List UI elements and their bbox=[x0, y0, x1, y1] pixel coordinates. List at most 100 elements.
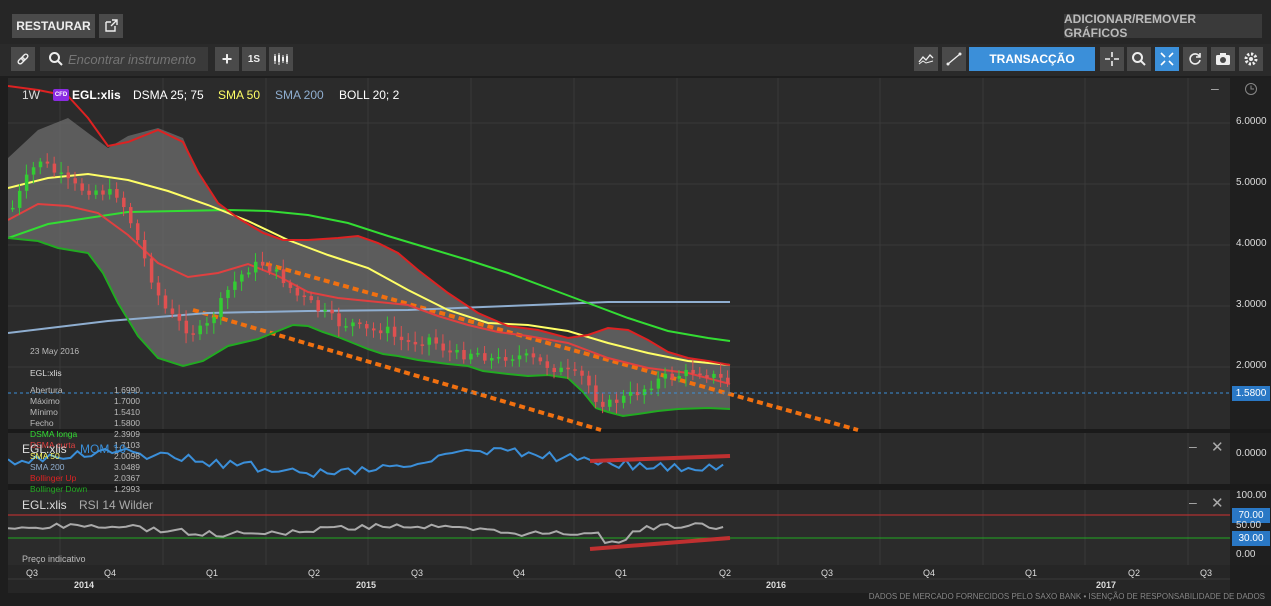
search-input[interactable] bbox=[64, 51, 204, 67]
candle-body bbox=[156, 282, 161, 296]
indicators-icon bbox=[918, 54, 934, 65]
candle-body bbox=[385, 326, 390, 334]
candle-body bbox=[531, 353, 536, 358]
candle-body bbox=[94, 190, 98, 195]
close-rsi-button[interactable]: ✕ bbox=[1211, 495, 1224, 512]
popout-button[interactable] bbox=[99, 14, 123, 38]
rsi-panel-bg bbox=[8, 490, 1230, 565]
close-mom-button[interactable]: ✕ bbox=[1211, 439, 1224, 456]
legend-row: DSMA curta 1.7103 bbox=[30, 440, 140, 451]
candle-body bbox=[31, 167, 36, 175]
rsi-instrument-label: EGL:xlis bbox=[22, 498, 67, 512]
rsi-indicator-label: RSI 14 Wilder bbox=[79, 498, 154, 512]
legend-row-value: 1.6990 bbox=[114, 385, 140, 395]
legend-row: Mínimo 1.5410 bbox=[30, 407, 140, 418]
candle-body bbox=[628, 391, 633, 396]
yaxis-label: 4.0000 bbox=[1236, 238, 1267, 249]
candle-body bbox=[260, 261, 265, 266]
xaxis-year-label: 2014 bbox=[74, 580, 95, 590]
zoom-button[interactable] bbox=[1127, 47, 1151, 71]
top-bar: RESTAURAR ADICIONAR/REMOVER GRÁFICOS bbox=[0, 0, 1271, 45]
candle-body bbox=[115, 189, 119, 198]
candles bbox=[11, 153, 730, 414]
candle-body bbox=[288, 283, 293, 288]
data-disclaimer[interactable]: DADOS DE MERCADO FORNECIDOS PELO SAXO BA… bbox=[868, 592, 1265, 601]
xaxis-quarter-label: Q1 bbox=[615, 568, 628, 578]
candle-body bbox=[705, 375, 709, 378]
candle-body bbox=[552, 367, 556, 373]
candle-body bbox=[80, 183, 84, 191]
mom-indicator-label: MOM 10 bbox=[80, 442, 127, 456]
indicator-label[interactable]: BOLL 20; 2 bbox=[339, 88, 400, 102]
xaxis-quarter-label: Q1 bbox=[1025, 568, 1038, 578]
rsi-upper-badge: 70.00 bbox=[1232, 508, 1270, 523]
rsi-line bbox=[7, 522, 724, 545]
dsma-short-line bbox=[7, 202, 731, 385]
xaxis-quarter-label: Q3 bbox=[26, 568, 39, 578]
compress-icon bbox=[1160, 52, 1174, 66]
candle-body bbox=[219, 298, 223, 318]
legend-row: SMA 200 3.0489 bbox=[30, 462, 140, 473]
timeframe-label: 1W bbox=[22, 88, 40, 102]
indicators-button[interactable] bbox=[914, 47, 938, 71]
restore-button[interactable]: RESTAURAR bbox=[12, 14, 95, 38]
legend-row-value: 1.7000 bbox=[114, 396, 140, 406]
candle-body bbox=[642, 389, 647, 396]
candle-body bbox=[726, 377, 730, 384]
candle-type-button[interactable] bbox=[269, 47, 293, 71]
search-icon bbox=[49, 52, 63, 66]
candle-body bbox=[559, 367, 563, 373]
candle-body bbox=[496, 357, 501, 359]
rsi-yaxis-label: 100.00 bbox=[1236, 490, 1267, 501]
candle-body bbox=[587, 375, 591, 386]
collapse-rsi-button[interactable]: – bbox=[1189, 494, 1197, 510]
candle-body bbox=[517, 355, 522, 360]
indicator-label[interactable]: SMA 200 bbox=[275, 88, 324, 102]
fit-chart-button[interactable] bbox=[1155, 47, 1179, 71]
xaxis-quarter-label: Q2 bbox=[719, 568, 732, 578]
candle-body bbox=[247, 272, 251, 275]
trendline-icon bbox=[946, 52, 962, 66]
candle-body bbox=[691, 369, 695, 374]
chart-area[interactable]: 1W CFD EGL:xlis DSMA 25; 75 SMA 50 SMA 200… bbox=[7, 78, 1271, 601]
crosshair-button[interactable] bbox=[1100, 47, 1124, 71]
refresh-button[interactable] bbox=[1183, 47, 1207, 71]
legend-row: Bollinger Up 2.0367 bbox=[30, 473, 140, 484]
candle-body bbox=[302, 295, 307, 298]
legend-row-value: 1.5800 bbox=[114, 418, 140, 428]
sma50-line bbox=[7, 172, 731, 366]
indicator-label[interactable]: DSMA 25; 75 bbox=[133, 88, 204, 102]
candle-body bbox=[538, 357, 543, 362]
period-button[interactable]: 1S bbox=[242, 47, 266, 71]
collapse-main-button[interactable]: – bbox=[1211, 80, 1219, 96]
link-button[interactable] bbox=[11, 47, 35, 71]
candle-body bbox=[11, 207, 15, 210]
candle-body bbox=[344, 326, 348, 328]
collapse-mom-button[interactable]: – bbox=[1189, 438, 1197, 454]
dsma-long-line bbox=[7, 208, 731, 342]
candle-body bbox=[413, 341, 418, 345]
main-yaxis-bg bbox=[1230, 78, 1271, 429]
candle-body bbox=[483, 353, 487, 361]
legend-row: Máximo 1.7000 bbox=[30, 396, 140, 407]
candle-body bbox=[469, 353, 473, 360]
indicator-label[interactable]: SMA 50 bbox=[218, 88, 261, 102]
settings-button[interactable] bbox=[1239, 47, 1263, 71]
chart-canvas[interactable] bbox=[7, 78, 1271, 601]
mom-instrument-label: EGL:xlis bbox=[22, 442, 67, 456]
legend-row-label: Fecho bbox=[30, 418, 54, 428]
candle-body bbox=[510, 359, 515, 361]
link-icon bbox=[17, 53, 29, 65]
xaxis-quarter-label: Q4 bbox=[923, 568, 936, 578]
candle-body bbox=[267, 265, 272, 272]
drawing-tool-button[interactable] bbox=[942, 47, 966, 71]
add-remove-charts-button[interactable]: ADICIONAR/REMOVER GRÁFICOS bbox=[1064, 12, 1262, 40]
candle-body bbox=[663, 373, 668, 379]
trade-button[interactable]: TRANSACÇÃO bbox=[969, 47, 1095, 71]
candle-body bbox=[455, 350, 459, 353]
snapshot-button[interactable] bbox=[1211, 47, 1235, 71]
instrument-search[interactable] bbox=[40, 47, 208, 71]
candle-body bbox=[462, 350, 466, 360]
add-instrument-button[interactable]: + bbox=[215, 47, 239, 71]
candle-body bbox=[233, 281, 237, 290]
